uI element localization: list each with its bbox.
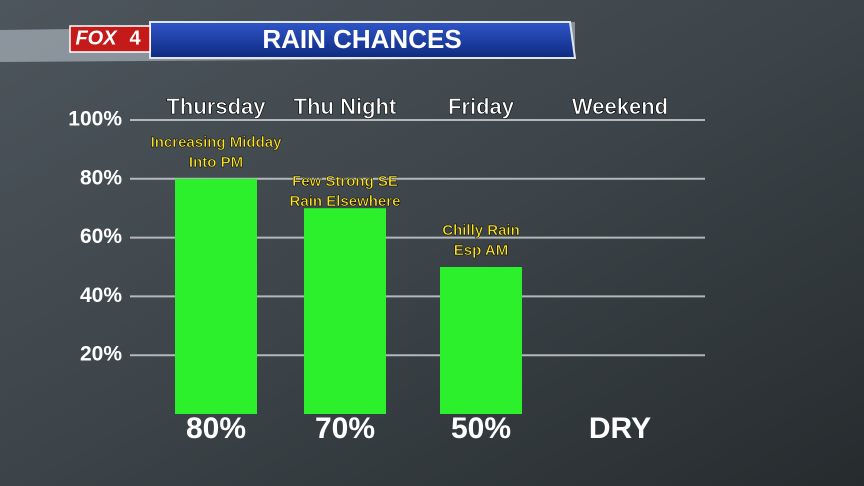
x-tick-label: Thursday: [166, 94, 266, 119]
bar: [175, 178, 257, 414]
y-tick-label: 20%: [80, 343, 122, 366]
bar: [304, 208, 386, 414]
value-label: 80%: [186, 412, 246, 445]
annotation: Rain Elsewhere: [290, 193, 401, 210]
annotation: Increasing Midday: [151, 134, 283, 151]
logo-channel: 4: [129, 27, 141, 49]
x-tick-label: Friday: [448, 94, 515, 119]
chart-title: RAIN CHANCES: [262, 24, 461, 54]
y-tick-label: 40%: [80, 284, 122, 307]
value-label: 50%: [451, 412, 511, 445]
logo: FOX: [75, 27, 118, 49]
y-tick-label: 80%: [80, 166, 122, 189]
value-label: DRY: [589, 412, 651, 445]
logo-box: [69, 25, 151, 53]
x-tick-label: Thu Night: [294, 94, 397, 119]
value-label: 70%: [315, 412, 375, 445]
annotation: Few Strong SE: [292, 173, 398, 190]
y-tick-label: 100%: [68, 108, 122, 131]
x-tick-label: Weekend: [572, 94, 668, 119]
annotation: Into PM: [189, 154, 243, 171]
bar: [440, 267, 522, 414]
annotation: Esp AM: [454, 242, 508, 259]
annotation: Chilly Rain: [442, 222, 520, 239]
y-tick-label: 60%: [80, 225, 122, 248]
